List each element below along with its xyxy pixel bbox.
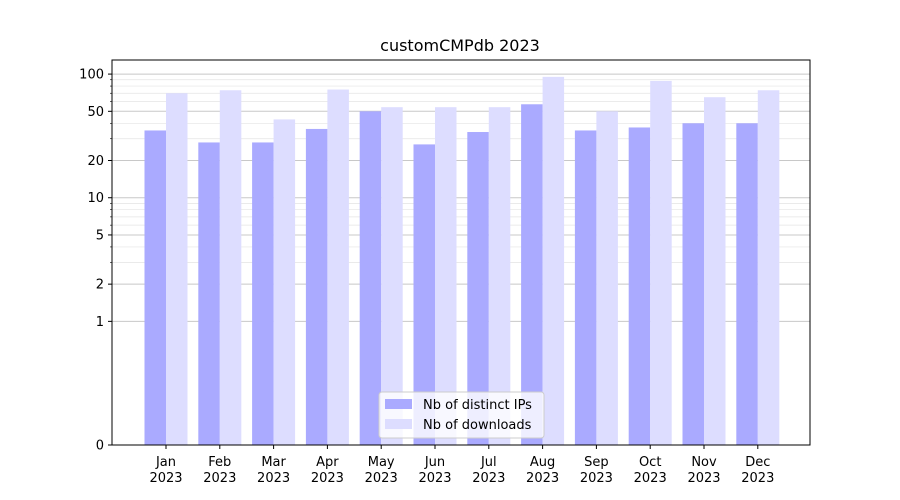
x-tick-label: Oct 2023	[634, 455, 667, 486]
bar-distinct-ips	[628, 127, 651, 446]
bar-distinct-ips	[198, 142, 220, 445]
y-axis: 0 1 2 5 10 20 50 100	[79, 68, 112, 454]
legend-swatch	[385, 399, 412, 409]
bar-downloads	[542, 76, 565, 445]
y-tick-label: 0	[96, 439, 104, 454]
x-tick-label: Sep 2023	[580, 455, 613, 486]
bar-downloads	[435, 107, 457, 445]
bar-downloads	[273, 119, 296, 445]
x-tick-label: Dec 2023	[741, 455, 774, 486]
legend-label: Nb of downloads	[423, 418, 532, 433]
plot-area-frame	[111, 59, 811, 446]
x-tick-label: Mar 2023	[257, 455, 290, 486]
bar-distinct-ips	[521, 104, 543, 445]
bar-distinct-ips	[252, 142, 274, 445]
x-tick-label: May 2023	[365, 455, 398, 486]
x-tick-label: Apr 2023	[311, 455, 344, 486]
bar-distinct-ips	[736, 123, 758, 445]
y-tick-label: 50	[87, 105, 104, 120]
x-tick-label: Jun 2023	[418, 455, 451, 486]
bar-distinct-ips	[467, 132, 489, 446]
bar-downloads	[327, 89, 349, 445]
chart-title: customCMPdb 2023	[380, 36, 540, 55]
bar-downloads	[381, 107, 403, 445]
y-tick-label: 100	[79, 68, 104, 83]
x-tick-label: Jul 2023	[472, 455, 505, 486]
legend: Nb of distinct IPs Nb of downloads	[378, 391, 545, 439]
bar-distinct-ips	[305, 128, 328, 445]
x-tick-label: Jan 2023	[149, 455, 182, 486]
bar-distinct-ips	[359, 111, 382, 445]
bar-distinct-ips	[682, 123, 704, 445]
bar-downloads	[704, 97, 726, 446]
bar-distinct-ips	[413, 144, 435, 445]
x-tick-label: Nov 2023	[687, 455, 720, 486]
bar-downloads	[650, 80, 672, 445]
bar-distinct-ips	[574, 130, 597, 445]
bar-downloads	[596, 111, 618, 445]
bar-downloads	[219, 90, 242, 445]
legend-swatch	[385, 419, 412, 429]
x-tick-label: Feb 2023	[203, 455, 236, 486]
y-tick-label: 1	[96, 315, 104, 330]
y-tick-label: 2	[96, 278, 104, 293]
bars	[144, 76, 780, 446]
y-tick-label: 5	[96, 228, 104, 243]
legend-label: Nb of distinct IPs	[423, 398, 532, 413]
y-tick-label: 20	[87, 154, 104, 169]
x-axis: Jan 2023 Feb 2023 Mar 2023 Apr 2023 May 2023 Jun 20…	[149, 445, 774, 486]
bar-downloads	[488, 107, 511, 445]
bar-downloads	[166, 93, 188, 445]
bar-distinct-ips	[144, 130, 166, 445]
x-tick-label: Aug 2023	[526, 455, 559, 486]
legend-box	[378, 391, 545, 439]
bar-downloads	[757, 90, 780, 445]
y-tick-label: 10	[87, 191, 104, 206]
